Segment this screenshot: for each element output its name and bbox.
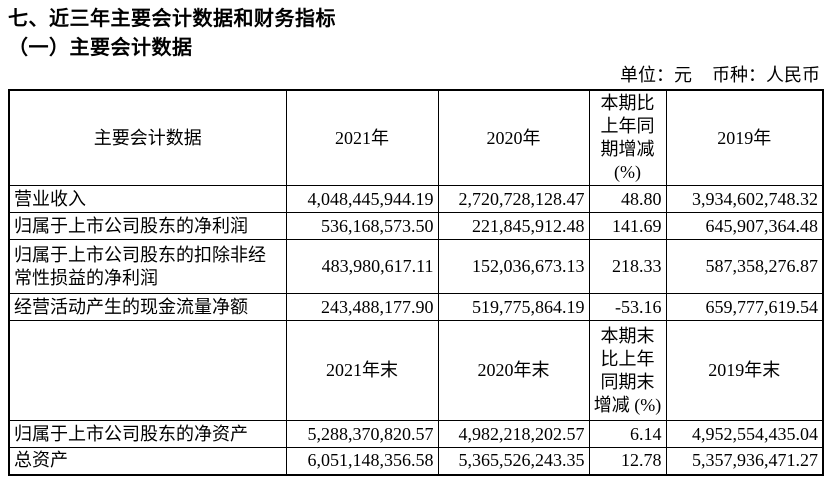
subsection-title: （一）主要会计数据 (8, 37, 193, 59)
value-change: 6.14 (588, 420, 667, 448)
value-2021: 536,168,573.50 (285, 212, 439, 240)
header-cell-2020: 2020年 (437, 89, 590, 186)
table-row-net-profit-excl-nonrecurring: 归属于上市公司股东的扣除非经常性损益的净利润 483,980,617.11 15… (8, 239, 824, 294)
value-2020: 519,775,864.19 (437, 293, 590, 321)
header-cell-yoy-change: 本期比 上年同 期增减 (%) (588, 89, 667, 186)
table-row-net-assets: 归属于上市公司股东的净资产 5,288,370,820.57 4,982,218… (8, 420, 824, 448)
row-label: 归属于上市公司股东的扣除非经常性损益的净利润 (8, 239, 287, 294)
value-2020: 221,845,912.48 (437, 212, 590, 240)
row-label: 经营活动产生的现金流量净额 (8, 293, 287, 321)
value-2021-end: 5,288,370,820.57 (285, 420, 439, 448)
unit-label: 单位：元 (620, 65, 692, 85)
yearend-header-row: 2021年末 2020年末 本期末 比上年 同期末 增减 (%) 2019年末 (8, 320, 824, 421)
value-2021-end: 6,051,148,356.58 (285, 447, 439, 475)
row-label: 总资产 (8, 447, 287, 475)
header-cell-main-data: 主要会计数据 (8, 89, 287, 186)
currency-label: 币种：人民币 (712, 65, 820, 85)
value-2019-end: 5,357,936,471.27 (665, 447, 824, 475)
value-2020: 152,036,673.13 (437, 239, 590, 294)
row-label: 营业收入 (8, 185, 287, 213)
value-2021: 483,980,617.11 (285, 239, 439, 294)
value-change: 218.33 (588, 239, 667, 294)
table-row-operating-cash-flow: 经营活动产生的现金流量净额 243,488,177.90 519,775,864… (8, 293, 824, 321)
value-change: 141.69 (588, 212, 667, 240)
header-cell-2019-end: 2019年末 (665, 320, 824, 421)
value-2020-end: 4,982,218,202.57 (437, 420, 590, 448)
header-cell-empty (8, 320, 287, 421)
header-cell-yearend-change: 本期末 比上年 同期末 增减 (%) (588, 320, 667, 421)
value-2020-end: 5,365,526,243.35 (437, 447, 590, 475)
header-cell-2019: 2019年 (665, 89, 824, 186)
table-row-net-profit: 归属于上市公司股东的净利润 536,168,573.50 221,845,912… (8, 212, 824, 240)
value-change: 48.80 (588, 185, 667, 213)
unit-note: 单位：元 币种：人民币 (8, 63, 820, 87)
value-2021: 243,488,177.90 (285, 293, 439, 321)
section-title: 七、近三年主要会计数据和财务指标 (8, 8, 336, 30)
value-2019-end: 4,952,554,435.04 (665, 420, 824, 448)
value-2021: 4,048,445,944.19 (285, 185, 439, 213)
value-2019: 659,777,619.54 (665, 293, 824, 321)
row-label: 归属于上市公司股东的净利润 (8, 212, 287, 240)
header-cell-2021: 2021年 (285, 89, 439, 186)
table-row-total-assets: 总资产 6,051,148,356.58 5,365,526,243.35 12… (8, 447, 824, 475)
value-2019: 3,934,602,748.32 (665, 185, 824, 213)
main-accounting-table: 主要会计数据 2021年 2020年 本期比 上年同 期增减 (%) 2019年… (8, 89, 824, 476)
header-cell-2021-end: 2021年末 (285, 320, 439, 421)
value-2019: 587,358,276.87 (665, 239, 824, 294)
value-change: 12.78 (588, 447, 667, 475)
row-label: 归属于上市公司股东的净资产 (8, 420, 287, 448)
value-2020: 2,720,728,128.47 (437, 185, 590, 213)
table-row-revenue: 营业收入 4,048,445,944.19 2,720,728,128.47 4… (8, 185, 824, 213)
value-change: -53.16 (588, 293, 667, 321)
annual-header-row: 主要会计数据 2021年 2020年 本期比 上年同 期增减 (%) 2019年 (8, 89, 824, 186)
header-cell-2020-end: 2020年末 (437, 320, 590, 421)
value-2019: 645,907,364.48 (665, 212, 824, 240)
